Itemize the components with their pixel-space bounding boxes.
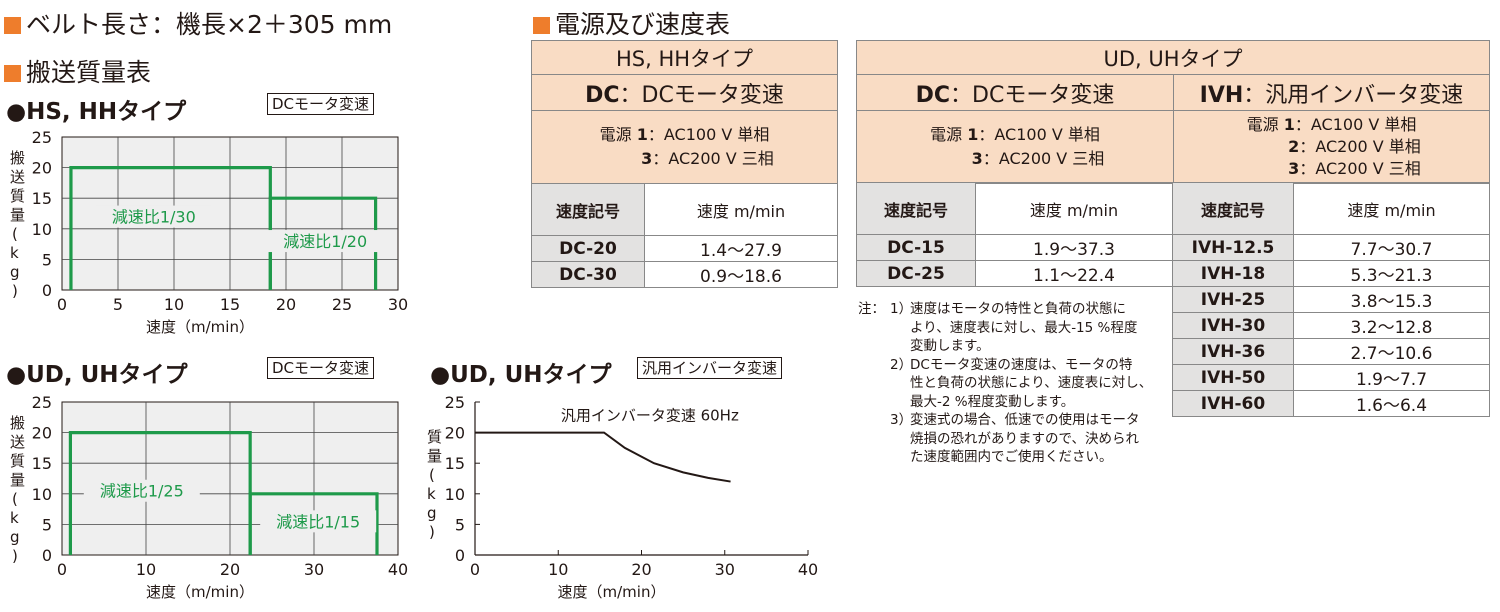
y-axis-label: 搬送質量(k g) <box>10 149 25 300</box>
x-tick-label: 0 <box>57 295 67 314</box>
series-label-bg <box>95 205 212 228</box>
y-axis-label: 搬送質量(k g) <box>10 414 25 565</box>
x-tick-label: 10 <box>136 560 156 579</box>
orange-square-icon <box>4 65 21 82</box>
series-label-bg <box>83 479 200 502</box>
y-axis-label: 質量(k g) <box>427 428 442 541</box>
x-axis-label: 速度（m/min） <box>558 583 666 601</box>
y-tick-label: 10 <box>32 485 52 504</box>
x-axis-label: 速度（m/min） <box>146 318 254 336</box>
table-row: DC-30 0.9〜18.6 <box>531 261 838 288</box>
y-tick-label: 0 <box>42 546 52 565</box>
y-tick-label: 5 <box>455 515 465 534</box>
chart-ud-uh-dc: 0 10 20 30 40 0 5 10 15 20 25 速度（m/min） 搬送質量(k g) 減速比1… <box>10 393 408 601</box>
x-tick-label: 25 <box>332 295 352 314</box>
x-axis-label: 速度（m/min） <box>146 583 254 601</box>
hs-power-cell: 電源 1：AC100 V 単相 3：AC200 V 三相 <box>531 110 838 184</box>
x-tick-label: 30 <box>304 560 324 579</box>
x-tick-label: 40 <box>798 560 818 579</box>
belt-length-heading: ベルト長さ：機長×2＋305 mm <box>4 5 392 41</box>
y-tick-label: 5 <box>42 515 52 534</box>
y-tick-label: 20 <box>445 424 465 443</box>
chart3-tag: 汎用インバータ変速 <box>637 357 783 379</box>
chart-annotation: 汎用インバータ変速 60Hz <box>561 406 739 424</box>
series-label: 減速比1/20 <box>283 232 367 251</box>
y-tick-label: 0 <box>42 281 52 300</box>
y-tick-label: 15 <box>445 454 465 473</box>
y-tick-label: 10 <box>445 485 465 504</box>
ud-uh-header-table: UD, UHタイプ DC：DCモータ変速 IVH：汎用インバータ変速 電源 1：… <box>856 40 1490 184</box>
series-line-2 <box>248 492 379 555</box>
ud-table-title: UD, UHタイプ <box>856 40 1490 75</box>
orange-square-icon <box>533 17 550 34</box>
series-label: 減速比1/30 <box>112 208 196 227</box>
ud-ivh-power-cell: 電源 1：AC100 V 単相 2：AC200 V 単相 3：AC200 V 三… <box>1173 110 1490 184</box>
table-row: IVH-36 2.7〜10.6 <box>1172 338 1490 365</box>
table-row: IVH-18 5.3〜21.3 <box>1172 260 1490 287</box>
orange-square-icon <box>4 17 21 34</box>
note-item: 3） 変速式の場合、低速での使用はモータ 焼損の恐れがありますので、決められ た速度… <box>890 412 1140 465</box>
power-speed-heading: 電源及び速度表 <box>533 5 730 41</box>
chart1-tag: DCモータ変速 <box>267 93 375 115</box>
ud-ivh-mode-cell: IVH：汎用インバータ変速 <box>1173 74 1490 111</box>
x-tick-label: 20 <box>276 295 296 314</box>
y-tick-label: 15 <box>32 454 52 473</box>
chart2-subtitle: ●UD, UHタイプ <box>6 362 188 388</box>
table-row: IVH-50 1.9〜7.7 <box>1172 364 1490 391</box>
y-tick-label: 25 <box>445 393 465 412</box>
table-row: DC-25 1.1〜22.4 <box>856 260 1173 287</box>
note-item: 1） 速度はモータの特性と負荷の状態に より、速度表に対し、最大-15 %程度 変動… <box>890 301 1138 354</box>
table-row: DC-20 1.4〜27.9 <box>531 235 838 262</box>
x-tick-label: 40 <box>388 560 408 579</box>
chart2-tag: DCモータ変速 <box>267 357 375 379</box>
x-tick-label: 15 <box>220 295 240 314</box>
x-tick-label: 0 <box>470 560 480 579</box>
x-tick-label: 0 <box>57 560 67 579</box>
note-item: 2） DCモータ変速の速度は、モータの特 性と負荷の状態により、速度表に対し、 最大… <box>890 356 1153 410</box>
transport-mass-heading: 搬送質量表 <box>4 53 151 89</box>
chart1-subtitle: ●HS, HHタイプ <box>6 99 187 125</box>
chart-ud-uh-ivh: 0 10 20 30 40 0 5 10 15 20 25 速度（m/min） 質量(k g) 汎用インバー… <box>427 393 818 601</box>
y-tick-label: 20 <box>32 424 52 443</box>
x-tick-label: 5 <box>113 295 123 314</box>
y-tick-label: 10 <box>32 220 52 239</box>
ud-dc-speed-table: 速度記号 速度 m/min DC-15 1.9〜37.3 DC-25 1.1〜22.4 <box>856 182 1173 287</box>
table-row: IVH-25 3.8〜15.3 <box>1172 286 1490 313</box>
y-tick-label: 20 <box>32 159 52 178</box>
series-label: 減速比1/25 <box>100 482 184 501</box>
y-tick-label: 25 <box>32 393 52 412</box>
table-row: IVH-12.5 7.7〜30.7 <box>1172 234 1490 261</box>
y-tick-label: 0 <box>455 546 465 565</box>
ud-dc-mode-cell: DC：DCモータ変速 <box>856 74 1174 111</box>
series-label-bg <box>260 510 377 533</box>
y-tick-label: 25 <box>32 128 52 147</box>
x-tick-label: 20 <box>631 560 651 579</box>
y-tick-label: 5 <box>42 250 52 269</box>
series-label-bg <box>267 230 384 253</box>
table-row: IVH-60 1.6〜6.4 <box>1172 390 1490 417</box>
table-row: IVH-30 3.2〜12.8 <box>1172 312 1490 339</box>
x-tick-label: 20 <box>220 560 240 579</box>
ud-dc-power-cell: 電源 1：AC100 V 単相 3：AC200 V 三相 <box>856 110 1174 184</box>
hs-mode-cell: DC：DCモータ変速 <box>531 74 838 111</box>
x-tick-label: 10 <box>164 295 184 314</box>
y-tick-label: 15 <box>32 189 52 208</box>
x-tick-label: 30 <box>715 560 735 579</box>
table-row: DC-15 1.9〜37.3 <box>856 234 1173 261</box>
x-tick-label: 10 <box>548 560 568 579</box>
ud-ivh-speed-table: 速度記号 速度 m/min IVH-12.5 7.7〜30.7 IVH-18 5.3〜… <box>1172 182 1490 417</box>
chart3-subtitle: ●UD, UHタイプ <box>430 362 612 388</box>
chart-hs-hh-dc: 0 5 10 15 20 25 30 0 5 10 15 20 25 速度（m/min） 搬送質量(k g) 減… <box>10 128 408 336</box>
hs-table-title: HS, HHタイプ <box>531 40 838 75</box>
series-label: 減速比1/15 <box>276 512 360 531</box>
inverter-curve <box>475 431 731 483</box>
x-tick-label: 30 <box>388 295 408 314</box>
hs-hh-speed-table: HS, HHタイプ DC：DCモータ変速 電源 1：AC100 V 単相 3：A… <box>531 40 838 288</box>
